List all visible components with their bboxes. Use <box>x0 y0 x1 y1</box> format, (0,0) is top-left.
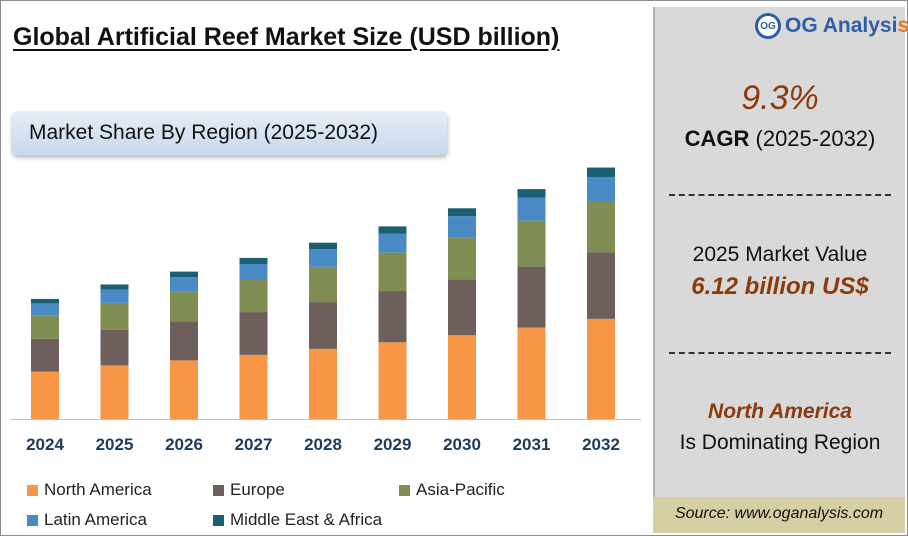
x-tick-label: 2027 <box>235 435 273 454</box>
bar-2031-europe <box>517 266 546 328</box>
legend-label: Middle East & Africa <box>230 510 383 529</box>
bar-2030-europe <box>448 279 476 336</box>
chart-subtitle: Market Share By Region (2025-2032) <box>29 121 379 144</box>
bar-2024-europe <box>31 338 59 372</box>
bar-2031-asia-pacific <box>517 220 546 267</box>
bar-2032-middle-east-africa <box>587 167 615 178</box>
bar-2031-north-america <box>517 327 546 419</box>
cagr-value: 9.3% <box>741 79 819 117</box>
bar-2031-latin-america <box>517 197 546 221</box>
bar-2028-asia-pacific <box>309 266 337 303</box>
logo-name: OG Analysi <box>785 14 898 37</box>
market-value: 6.12 billion US$ <box>691 273 869 300</box>
bar-2025-latin-america <box>100 289 129 303</box>
legend-swatch <box>27 514 38 526</box>
bar-2026-latin-america <box>170 277 198 292</box>
bar-2027-latin-america <box>239 263 268 281</box>
bar-2028-latin-america <box>309 249 337 267</box>
x-tick-label: 2030 <box>443 435 481 454</box>
bar-2024-middle-east-africa <box>31 298 59 304</box>
legend-item: Latin America <box>27 510 147 530</box>
bar-2031-middle-east-africa <box>517 189 546 198</box>
source-bar: Source: www.oganalysis.com <box>653 497 905 533</box>
bar-2028-north-america <box>309 348 337 419</box>
cagr-bold: CAGR <box>684 126 750 151</box>
x-tick-label: 2029 <box>374 435 412 454</box>
bar-2029-latin-america <box>378 233 407 253</box>
x-tick-label: 2024 <box>26 435 64 454</box>
x-tick-label: 2032 <box>582 435 620 454</box>
legend-item: Asia-Pacific <box>399 480 505 500</box>
bar-2029-middle-east-africa <box>378 226 407 234</box>
legend-label: North America <box>44 480 152 499</box>
bar-2025-middle-east-africa <box>100 284 129 290</box>
bar-2032-latin-america <box>587 177 615 202</box>
cagr-period: (2025-2032) <box>749 126 876 151</box>
divider <box>669 194 891 196</box>
legend-item: Europe <box>213 480 285 500</box>
legend-swatch <box>213 484 224 496</box>
bar-2025-north-america <box>100 365 129 419</box>
bar-2027-asia-pacific <box>239 280 268 313</box>
bar-2030-latin-america <box>448 216 476 238</box>
bar-2032-north-america <box>587 318 615 419</box>
logo-wordmark: OG Analysis <box>785 14 908 38</box>
bar-2026-north-america <box>170 360 198 419</box>
bar-2026-middle-east-africa <box>170 271 198 278</box>
divider <box>669 352 891 354</box>
legend-swatch <box>213 514 224 526</box>
legend-label: Europe <box>230 480 285 499</box>
bar-2025-europe <box>100 329 129 366</box>
market-value-label: 2025 Market Value <box>692 243 868 266</box>
bar-2028-middle-east-africa <box>309 242 337 250</box>
bar-2029-europe <box>378 291 407 343</box>
bar-2030-middle-east-africa <box>448 208 476 217</box>
bar-2026-europe <box>170 321 198 361</box>
bar-2024-latin-america <box>31 303 59 316</box>
bar-2025-asia-pacific <box>100 302 129 330</box>
bar-2029-asia-pacific <box>378 252 407 292</box>
legend-item: North America <box>27 480 152 500</box>
x-tick-label: 2031 <box>513 435 551 454</box>
bar-2027-middle-east-africa <box>239 257 268 264</box>
legend-item: Middle East & Africa <box>213 510 382 530</box>
source-text: Source: www.oganalysis.com <box>674 505 884 522</box>
og-analysis-logo: OG OG Analysis <box>755 13 908 39</box>
legend-label: Latin America <box>44 510 147 529</box>
bar-2026-asia-pacific <box>170 291 198 322</box>
legend-swatch <box>27 484 38 496</box>
bar-2027-north-america <box>239 354 268 419</box>
bar-2024-north-america <box>31 371 59 419</box>
x-tick-label: 2028 <box>304 435 342 454</box>
logo-accent: s <box>897 14 908 37</box>
dominating-region: North America <box>708 400 852 423</box>
cagr-label: CAGR (2025-2032) <box>655 126 905 152</box>
bar-2027-europe <box>239 312 268 355</box>
bar-2024-asia-pacific <box>31 315 59 339</box>
legend-label: Asia-Pacific <box>416 480 505 499</box>
og-logo-icon: OG <box>755 13 781 39</box>
legend-swatch <box>399 484 410 496</box>
dominating-region-label: Is Dominating Region <box>679 431 881 454</box>
bar-2028-europe <box>309 302 337 349</box>
bar-chart: 2024 2025 2026 2027 2028 2029 2030 2031 2032 <box>11 167 641 454</box>
bar-2032-asia-pacific <box>587 201 615 253</box>
bar-2030-asia-pacific <box>448 237 476 280</box>
x-tick-label: 2026 <box>165 435 203 454</box>
subtitle-banner: Market Share By Region (2025-2032) <box>11 111 447 155</box>
chart-title: Global Artificial Reef Market Size (USD … <box>13 23 560 51</box>
bar-2029-north-america <box>378 342 407 419</box>
summary-panel: OG OG Analysis 9.3% CAGR (2025-2032) 202… <box>653 7 908 529</box>
bar-2032-europe <box>587 252 615 319</box>
bar-2030-north-america <box>448 335 476 419</box>
x-tick-label: 2025 <box>96 435 134 454</box>
